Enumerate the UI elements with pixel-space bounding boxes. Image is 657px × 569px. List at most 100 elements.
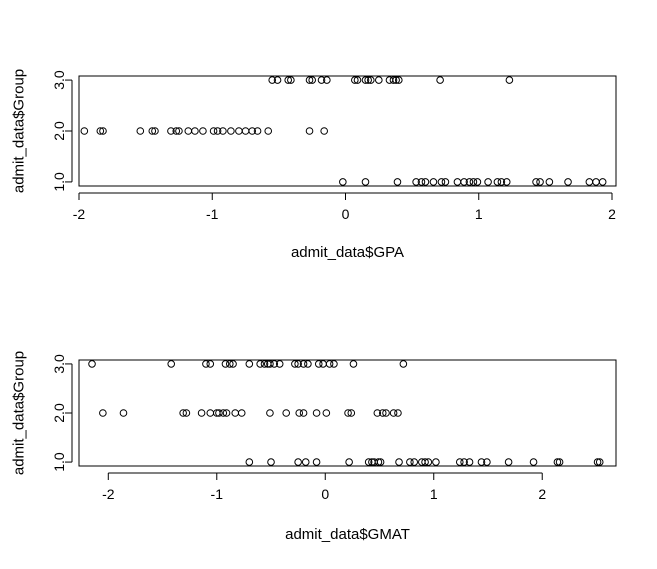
data-point: [393, 178, 402, 186]
data-point: [215, 409, 223, 417]
x-tick-label: -2: [102, 486, 115, 502]
data-point: [312, 409, 321, 417]
data-point: [465, 178, 474, 186]
data-point: [213, 127, 222, 135]
data-point: [237, 409, 246, 417]
x-tick-label: -2: [73, 206, 86, 222]
data-point: [389, 76, 398, 84]
data-point: [532, 178, 540, 186]
data-point: [245, 458, 254, 466]
data-point: [437, 178, 446, 186]
data-point: [235, 127, 243, 135]
y-axis-title: admit_data$Group: [11, 69, 28, 193]
data-point: [545, 178, 554, 186]
data-point: [96, 127, 105, 135]
plot-frame: [78, 75, 617, 187]
data-point: [497, 178, 506, 186]
data-point: [202, 360, 210, 368]
data-point: [564, 178, 572, 186]
x-tick-label: -1: [211, 486, 224, 502]
data-point: [167, 360, 176, 368]
data-point: [282, 409, 291, 417]
x-tick-label: -1: [206, 206, 219, 222]
data-point: [364, 76, 372, 84]
data-point: [197, 409, 206, 417]
data-point: [275, 360, 284, 368]
data-point: [505, 76, 514, 84]
data-point: [219, 409, 228, 417]
data-point: [592, 178, 600, 186]
data-point: [256, 360, 264, 368]
data-point: [299, 360, 308, 368]
data-point: [436, 76, 444, 84]
y-tick-label: 3.0: [51, 70, 67, 90]
data-point: [376, 458, 385, 466]
data-point: [394, 409, 402, 417]
data-point: [253, 127, 262, 135]
plot-frame: [78, 359, 617, 467]
data-point: [260, 360, 269, 368]
data-point: [264, 127, 273, 135]
x-tick-label: 2: [538, 486, 546, 502]
data-point: [99, 127, 107, 135]
data-point: [460, 458, 468, 466]
data-point: [184, 127, 193, 135]
data-point: [504, 458, 513, 466]
data-point: [378, 409, 387, 417]
y-tick-label: 3.0: [51, 354, 67, 374]
data-point: [593, 458, 602, 466]
data-point: [304, 360, 312, 368]
data-point: [382, 409, 390, 417]
data-point: [412, 178, 420, 186]
data-point: [406, 458, 414, 466]
data-point: [231, 409, 240, 417]
data-point: [364, 458, 373, 466]
data-point: [320, 127, 328, 135]
data-point: [172, 127, 181, 135]
data-point: [432, 458, 440, 466]
data-point: [374, 458, 383, 466]
data-point: [167, 127, 175, 135]
data-point: [536, 178, 544, 186]
data-point: [367, 76, 375, 84]
data-point: [206, 409, 215, 417]
data-point: [284, 76, 293, 84]
data-point: [351, 76, 359, 84]
data-point: [136, 127, 145, 135]
data-point: [395, 458, 403, 466]
data-point: [353, 76, 362, 84]
data-point: [248, 127, 257, 135]
data-point: [421, 178, 430, 186]
y-tick-label: 2.0: [51, 403, 67, 423]
data-point: [299, 409, 308, 417]
data-point: [375, 76, 383, 84]
x-axis-title: admit_data$GMAT: [285, 526, 410, 543]
data-point: [410, 458, 419, 466]
data-point: [222, 409, 231, 417]
data-point: [339, 178, 347, 186]
y-tick-label: 1.0: [51, 172, 67, 192]
gmat-panel: -2 -1 0 1 2 1.0 2.0 3.0 admit_data$GMAT admit_dat…: [11, 351, 617, 543]
data-point: [308, 76, 316, 84]
data-point: [206, 360, 215, 368]
x-tick-label: 1: [475, 206, 483, 222]
data-point: [294, 458, 302, 466]
data-point: [347, 409, 356, 417]
data-point: [330, 360, 338, 368]
data-point: [245, 360, 254, 368]
data-point: [266, 360, 274, 368]
data-point: [270, 360, 279, 368]
data-point: [595, 458, 604, 466]
data-point: [229, 360, 237, 368]
data-point: [291, 360, 299, 368]
data-point: [319, 360, 327, 368]
data-point: [460, 178, 468, 186]
data-point: [455, 458, 464, 466]
data-point: [179, 409, 187, 417]
data-point: [325, 360, 334, 368]
data-point: [424, 458, 433, 466]
data-point: [493, 178, 502, 186]
data-point: [555, 458, 564, 466]
